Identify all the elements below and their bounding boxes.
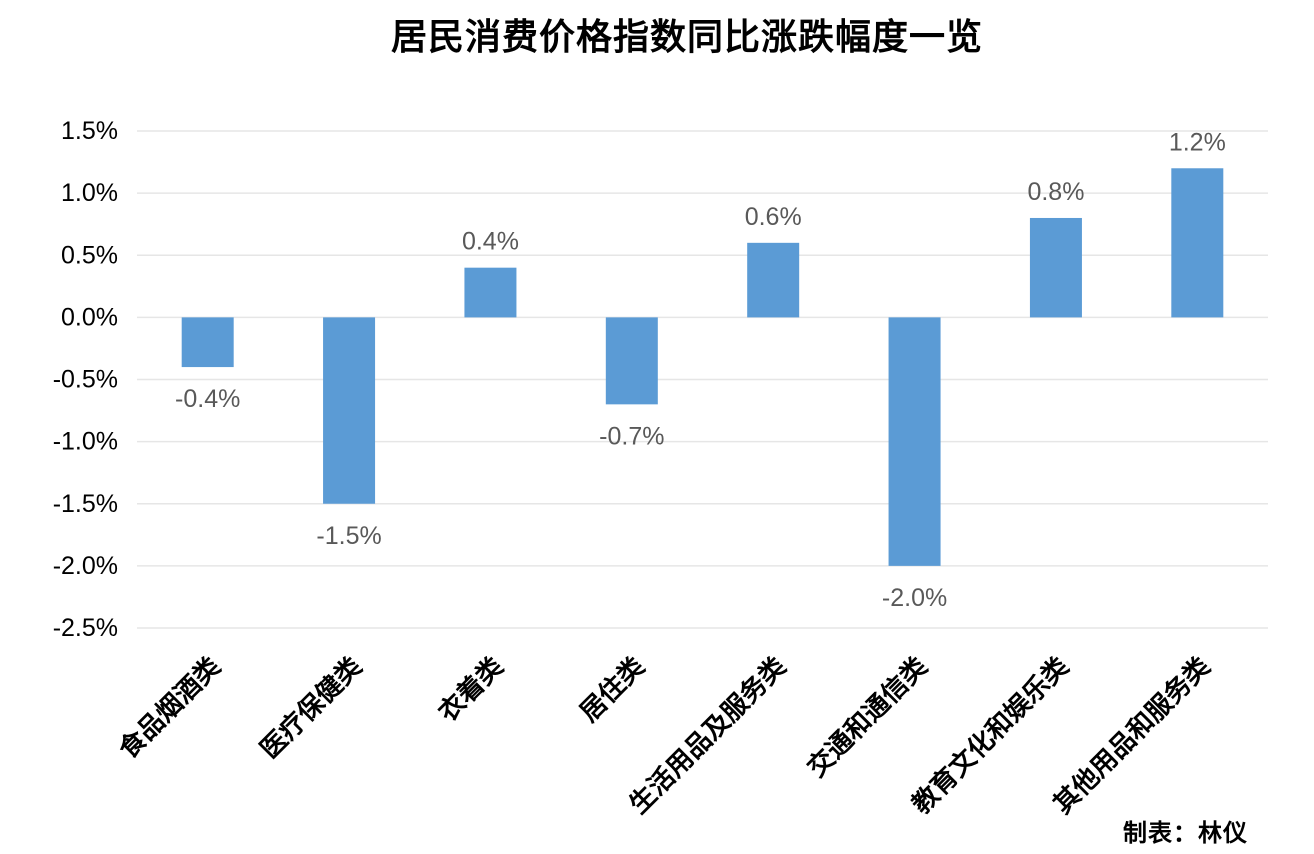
category-label: 居住类	[574, 651, 651, 728]
category-label: 食品烟酒类	[113, 651, 227, 765]
data-label: -0.4%	[175, 385, 240, 413]
bar	[1029, 217, 1082, 318]
chart-title: 居民消费价格指数同比涨跌幅度一览	[390, 17, 983, 58]
bar	[747, 242, 800, 318]
category-label: 其他用品和服务类	[1048, 652, 1216, 820]
data-label: -1.5%	[316, 522, 381, 550]
category-label: 衣着类	[432, 651, 509, 728]
category-label: 教育文化和娱乐类	[906, 651, 1075, 820]
y-tick-label: 1.0%	[61, 179, 118, 207]
category-label: 医疗保健类	[254, 651, 368, 765]
bar	[1171, 168, 1224, 318]
data-label: 1.2%	[1169, 128, 1226, 156]
bars	[181, 168, 1224, 566]
bar	[464, 267, 517, 318]
category-label: 生活用品及服务类	[624, 652, 792, 820]
data-label: 0.8%	[1027, 178, 1084, 206]
gridlines	[137, 130, 1268, 629]
data-label: -2.0%	[882, 584, 947, 612]
bar	[323, 317, 376, 504]
y-tick-label: -2.0%	[53, 552, 118, 580]
y-axis-tick-labels: 1.5% 1.0% 0.5% 0.0% -0.5% -1.0% -1.5% -2.0% -2.5…	[53, 117, 118, 642]
chart-credit: 制表：林仪	[1123, 819, 1248, 847]
y-tick-label: -1.5%	[53, 490, 118, 518]
data-label: -0.7%	[599, 422, 664, 450]
bar	[181, 317, 234, 368]
y-tick-label: 0.5%	[61, 241, 118, 269]
data-labels: -0.4% -1.5% 0.4% -0.7% 0.6% -2.0% 0.8% 1.2%	[175, 128, 1226, 612]
data-label: 0.6%	[745, 203, 802, 231]
y-tick-label: -2.5%	[53, 614, 118, 642]
bar	[605, 317, 658, 405]
bar	[888, 317, 941, 566]
y-tick-label: 0.0%	[61, 303, 118, 331]
y-tick-label: 1.5%	[61, 117, 118, 145]
category-label: 交通和通信类	[801, 651, 933, 783]
y-tick-label: -0.5%	[53, 366, 118, 394]
data-label: 0.4%	[462, 228, 519, 256]
y-tick-label: -1.0%	[53, 428, 118, 456]
